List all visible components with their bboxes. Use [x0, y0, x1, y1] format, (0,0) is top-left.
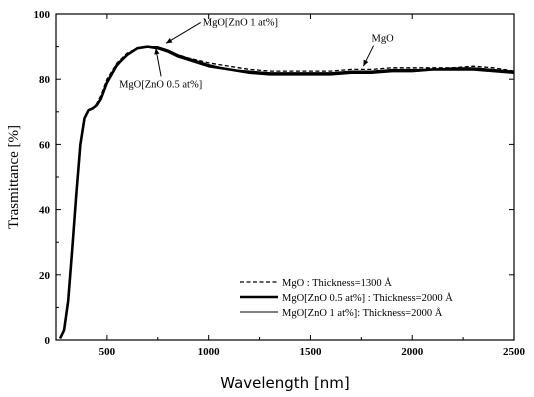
y-tick-label: 60	[39, 139, 51, 151]
annotation-arrow-head	[154, 48, 160, 55]
annotation-mgo: MgO	[372, 34, 395, 45]
legend: MgO : Thickness=1300 Å MgO[ZnO 0.5 at%] …	[240, 277, 453, 319]
x-tick-label: 1000	[198, 346, 221, 358]
y-tick-label: 40	[39, 205, 51, 217]
annotation-layer: MgO[ZnO 1 at%] MgO MgO[ZnO 0.5 at%]	[119, 17, 394, 90]
annotation-arrow-head	[363, 59, 369, 67]
x-tick-label: 500	[99, 346, 116, 358]
x-tick-label: 1500	[299, 346, 322, 358]
y-tick-label: 20	[39, 270, 51, 282]
annotation-zno-05: MgO[ZnO 0.5 at%]	[119, 79, 202, 90]
annotation-zno-1: MgO[ZnO 1 at%]	[203, 17, 278, 28]
x-tick-label: 2500	[503, 346, 526, 358]
series-zno-1-line	[59, 46, 515, 339]
x-axis-label: Wavelength [nm]	[220, 374, 350, 392]
plot-frame	[55, 13, 515, 341]
series-layer	[58, 45, 515, 339]
x-tick-label: 2000	[401, 346, 424, 358]
legend-label-zno-05: MgO[ZnO 0.5 at%] : Thickness=2000 Å	[282, 292, 453, 304]
y-tick-label: 0	[45, 335, 51, 347]
y-axis-label: Trasmittance [%]	[6, 125, 22, 229]
annotation-arrow-head	[165, 38, 173, 44]
y-tick-label: 80	[39, 74, 51, 86]
legend-label-mgo: MgO : Thickness=1300 Å	[282, 277, 392, 289]
y-tick-label: 100	[34, 9, 51, 21]
annotation-arrow-line	[165, 21, 201, 44]
axes: 500 1000 1500 2000 2500 0 20 40 60 80 100	[34, 9, 526, 358]
legend-label-zno-1: MgO[ZnO 1 at%]: Thickness=2000 Å	[282, 307, 443, 319]
